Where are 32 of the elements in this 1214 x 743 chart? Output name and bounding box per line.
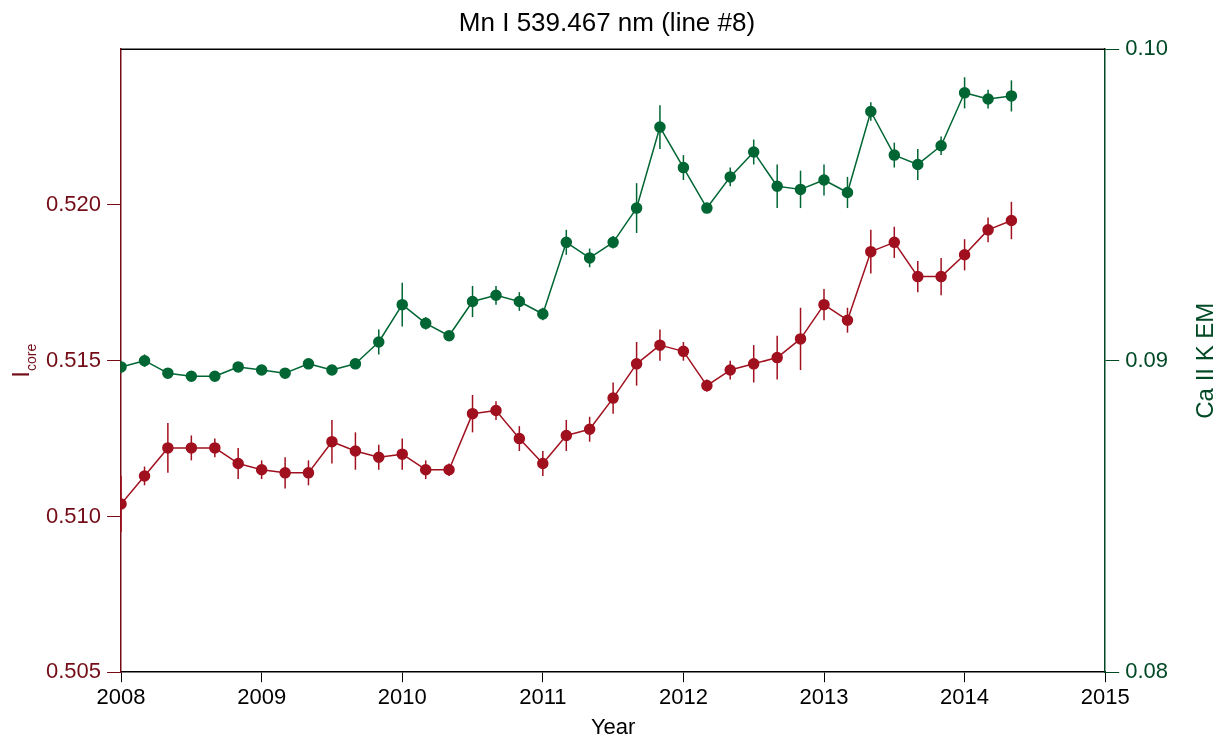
x-tick-label: 2014 bbox=[940, 684, 990, 710]
point bbox=[302, 358, 315, 370]
x-tick-label: 2013 bbox=[799, 684, 849, 710]
x-tick-label: 2011 bbox=[519, 684, 567, 710]
y2-tick-label: 0.09 bbox=[1125, 346, 1169, 372]
y-tick-label: 0.505 bbox=[45, 658, 102, 684]
x-tick-label: 2012 bbox=[658, 684, 708, 710]
x-tick-label: 2010 bbox=[377, 684, 427, 710]
x-tick-label: 2015 bbox=[1080, 684, 1130, 710]
point bbox=[443, 330, 455, 342]
y2-axis-title: Ca II K EM bbox=[1191, 302, 1214, 419]
x-axis-title: Year bbox=[590, 713, 636, 739]
point bbox=[326, 364, 338, 376]
point bbox=[209, 370, 221, 383]
y-axis-title: Icore bbox=[7, 343, 40, 378]
point bbox=[232, 361, 244, 373]
point bbox=[185, 370, 198, 383]
point bbox=[349, 445, 362, 457]
x-tick-label: 2009 bbox=[237, 684, 287, 710]
point bbox=[701, 202, 713, 214]
point bbox=[162, 367, 174, 379]
y2-tick-label: 0.08 bbox=[1125, 658, 1169, 684]
x-tick-label: 2008 bbox=[96, 684, 146, 710]
y-tick-label: 0.510 bbox=[45, 502, 102, 528]
chart-title: Mn I 539.467 nm (line #8) bbox=[458, 6, 756, 37]
y2-tick-label: 0.10 bbox=[1125, 35, 1169, 61]
y-tick-label: 0.515 bbox=[45, 346, 102, 372]
point bbox=[138, 470, 151, 482]
point bbox=[279, 367, 291, 379]
point bbox=[349, 358, 362, 370]
y-tick-label: 0.520 bbox=[45, 191, 102, 217]
point bbox=[255, 364, 268, 376]
